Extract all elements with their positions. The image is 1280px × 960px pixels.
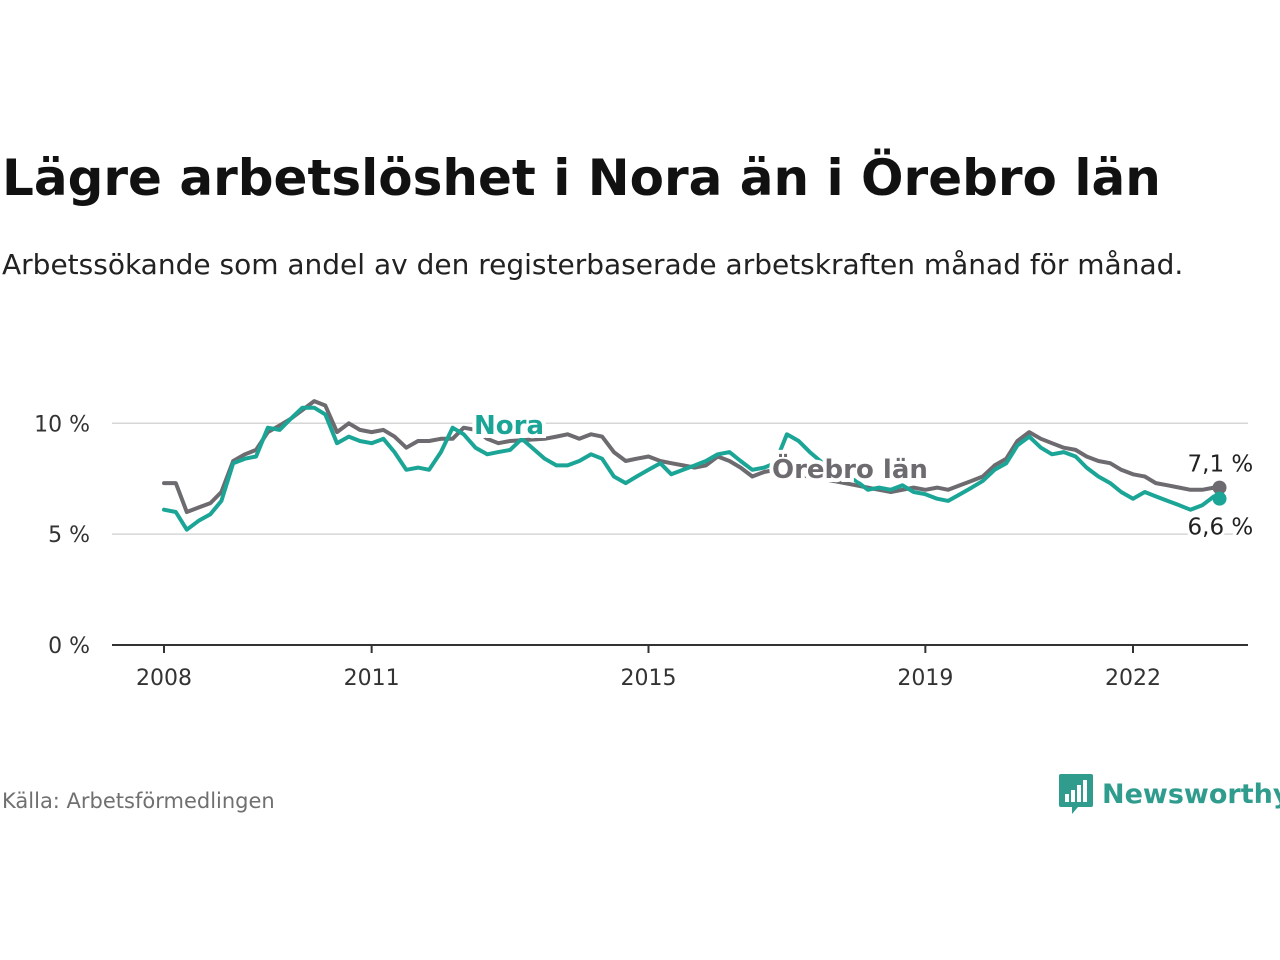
series-line-0 <box>162 399 1222 514</box>
x-tick-label: 2015 <box>621 666 677 691</box>
end-value-label: 6,6 % <box>1188 515 1254 541</box>
brand-name: Newsworthy <box>1102 778 1280 810</box>
series-line-1 <box>162 405 1222 532</box>
y-tick-label: 10 % <box>34 412 90 437</box>
brand-logo: Newsworthy <box>1058 772 1280 816</box>
x-tick-label: 2011 <box>344 666 400 691</box>
series-labels: 7,1 % 6,6 % Nora Örebro län <box>470 407 1256 544</box>
axes: 0 % 5 % 10 % 2008 2011 2015 2019 2022 <box>34 412 1248 691</box>
bar-chart-speech-bubble-icon <box>1059 774 1093 814</box>
series-name-label: Nora <box>474 411 544 441</box>
chart-subtitle: Arbetssökande som andel av den registerb… <box>2 248 1184 281</box>
series-end-point-0 <box>1212 480 1227 495</box>
line-chart: 0 % 5 % 10 % 2008 2011 2015 2019 2022 7,1 % 6,6 … <box>34 399 1256 691</box>
series-lines <box>162 399 1227 532</box>
source-note: Källa: Arbetsförmedlingen <box>2 789 275 813</box>
y-tick-label: 0 % <box>48 634 90 659</box>
series-end-point-1 <box>1212 491 1227 506</box>
x-tick-label: 2022 <box>1105 666 1161 691</box>
end-value-label: 7,1 % <box>1188 452 1254 478</box>
series-name-label: Örebro län <box>772 452 928 485</box>
chart-title: Lägre arbetslöshet i Nora än i Örebro lä… <box>2 149 1161 207</box>
y-tick-label: 5 % <box>48 523 90 548</box>
x-tick-label: 2019 <box>897 666 953 691</box>
x-tick-label: 2008 <box>136 666 192 691</box>
grid-lines <box>112 422 1248 535</box>
